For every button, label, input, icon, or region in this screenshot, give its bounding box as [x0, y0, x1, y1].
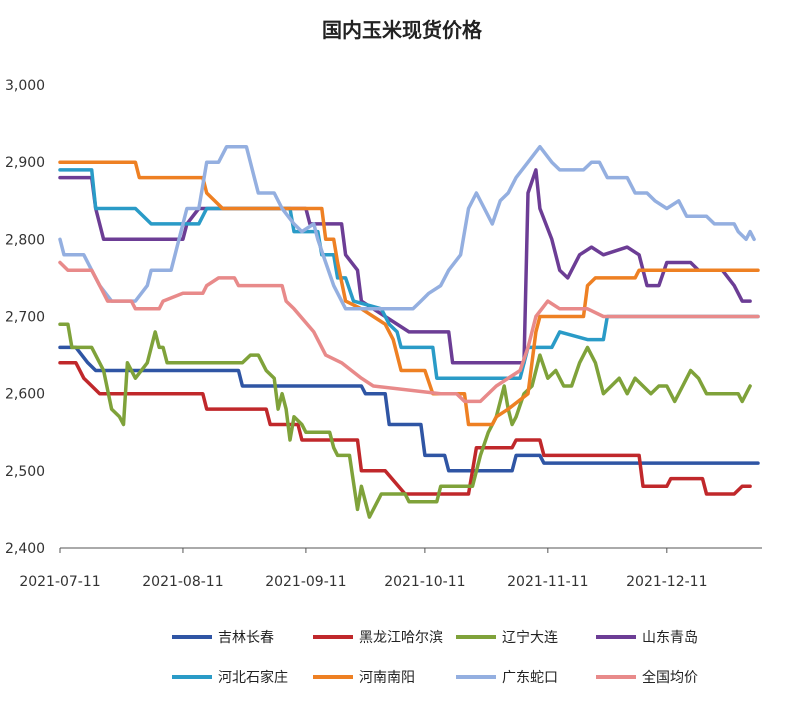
legend-label: 山东青岛	[642, 630, 698, 646]
y-tick-label: 2,500	[5, 464, 45, 480]
legend-label: 河北石家庄	[218, 669, 288, 686]
chart-title: 国内玉米现货价格	[322, 18, 482, 42]
series-line-7	[58, 144, 756, 311]
series-line-8	[58, 260, 760, 404]
series-line-6	[58, 160, 760, 427]
x-tick-label: 2021-09-11	[265, 574, 346, 590]
y-tick-label: 2,800	[5, 232, 45, 248]
y-tick-label: 2,600	[5, 387, 45, 403]
legend-label: 黑龙江哈尔滨	[359, 630, 443, 646]
legend-label: 辽宁大连	[502, 629, 558, 646]
legend-label: 吉林长春	[218, 630, 274, 646]
series-layer	[58, 144, 760, 519]
series-line-3	[58, 322, 752, 519]
legend-label: 全国均价	[642, 669, 698, 686]
x-tick-label: 2021-08-11	[142, 574, 223, 590]
y-tick-label: 3,000	[5, 78, 45, 94]
legend-label: 河南南阳	[359, 670, 415, 686]
x-tick-label: 2021-12-11	[626, 574, 707, 590]
series-line-2	[58, 361, 752, 496]
y-tick-label: 2,700	[5, 310, 45, 326]
x-tick-label: 2021-10-11	[384, 574, 465, 590]
y-tick-label: 2,900	[5, 155, 45, 171]
x-tick-label: 2021-07-11	[19, 574, 100, 590]
x-tick-label: 2021-11-11	[507, 574, 588, 590]
axes: 2,400 2,500 2,600 2,700 2,800 2,900 3,000 2021-…	[5, 78, 762, 590]
legend-label: 广东蛇口	[502, 670, 558, 686]
series-line-1	[58, 345, 760, 473]
y-tick-label: 2,400	[5, 541, 45, 557]
series-line-4	[58, 168, 752, 365]
